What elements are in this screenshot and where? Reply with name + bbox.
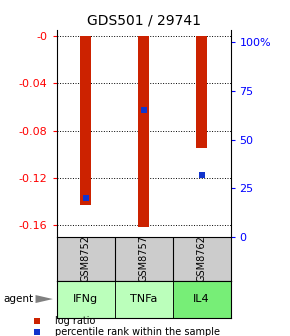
- Text: IL4: IL4: [193, 294, 210, 304]
- Bar: [115, 281, 173, 318]
- Bar: [173, 281, 231, 318]
- Title: GDS501 / 29741: GDS501 / 29741: [86, 14, 201, 28]
- Bar: [57, 281, 115, 318]
- Text: log ratio: log ratio: [55, 316, 95, 326]
- Point: [141, 108, 146, 113]
- Text: IFNg: IFNg: [73, 294, 98, 304]
- Text: GSM8757: GSM8757: [139, 235, 148, 282]
- Bar: [196, 36, 207, 148]
- Text: TNFa: TNFa: [130, 294, 157, 304]
- Point: [199, 172, 204, 177]
- Point: [34, 319, 39, 324]
- Polygon shape: [35, 295, 53, 303]
- Text: GSM8752: GSM8752: [81, 235, 90, 282]
- Bar: [80, 36, 91, 205]
- Bar: [138, 36, 149, 227]
- Text: agent: agent: [3, 294, 33, 304]
- Point: [34, 330, 39, 335]
- Point: [83, 195, 88, 201]
- Text: percentile rank within the sample: percentile rank within the sample: [55, 327, 220, 336]
- Text: GSM8762: GSM8762: [197, 235, 206, 282]
